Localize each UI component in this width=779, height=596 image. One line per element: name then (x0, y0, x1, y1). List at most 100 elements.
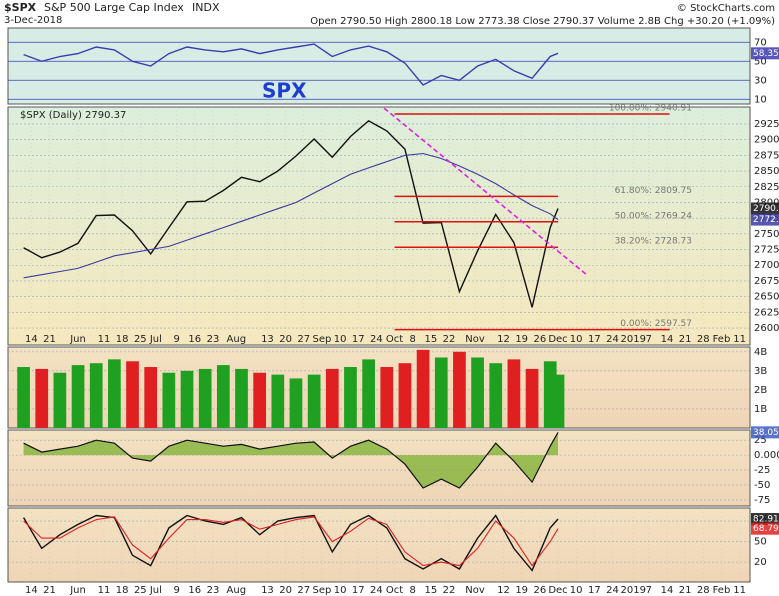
volume-bar (235, 368, 248, 428)
x-tick-label: Sep (312, 585, 331, 596)
quote: Open 2790.50 High 2800.18 Low 2773.38 Cl… (310, 16, 775, 27)
end-label: 82.91 (753, 515, 779, 525)
date: 3-Dec-2018 (4, 15, 62, 26)
volume-bar (489, 363, 503, 428)
volume-bar (35, 368, 49, 428)
volume-bar (362, 359, 375, 428)
exchange: INDX (192, 1, 220, 14)
panel-content: 2600262526502675270027252750277528002825… (8, 103, 779, 345)
volume-bar (434, 357, 448, 428)
x-tick-label: Jun (69, 334, 86, 345)
volume-bar (398, 363, 412, 428)
volume-bar (525, 368, 539, 428)
x-tick-label: Feb (713, 585, 731, 596)
x-tick-label: Oct (386, 334, 403, 345)
y-tick-label: 3B (754, 366, 767, 377)
y-tick-label: 50 (754, 537, 767, 548)
x-tick-label: Sep (312, 334, 331, 345)
y-tick-label: 2875 (754, 150, 779, 161)
end-label-box (751, 426, 779, 439)
x-tick-label: 13 (261, 334, 274, 345)
volume-bar (144, 367, 158, 428)
y-tick-label: 30 (754, 75, 767, 86)
x-tick-label: 11 (98, 334, 111, 345)
volume-bar (325, 368, 339, 428)
end-label-box (751, 213, 779, 226)
y-tick-label: 2650 (754, 292, 779, 303)
volume-bar (380, 367, 394, 428)
x-tick-label: 21 (43, 585, 56, 596)
y-tick-label: 2750 (754, 229, 779, 240)
x-tick-label: 26 (533, 585, 546, 596)
x-tick-label: 19 (515, 334, 528, 345)
x-tick-label: 21 (43, 334, 56, 345)
end-label: 38.05 (753, 428, 779, 438)
x-tick-label: 11 (98, 585, 111, 596)
x-tick-label: 25 (134, 585, 147, 596)
credit: © StockCharts.com (677, 3, 775, 14)
x-tick-label: 28 (697, 334, 710, 345)
x-tick-label: 14 (25, 334, 38, 345)
symbol: $SPX (4, 1, 37, 14)
x-tick-label: Aug (227, 334, 247, 345)
x-tick-label: 17 (588, 334, 601, 345)
y-tick-label: 2700 (754, 260, 779, 271)
trendline (383, 107, 588, 276)
x-tick-label: 14 (25, 585, 38, 596)
x-tick-label: 22 (443, 334, 456, 345)
x-tick-label: 17 (588, 585, 601, 596)
x-tick-label: 19 (515, 585, 528, 596)
x-tick-label: 24 (370, 585, 383, 596)
y-tick-label: 2B (754, 385, 767, 396)
x-tick-label: 23 (207, 334, 220, 345)
y-tick-label: 2850 (754, 166, 779, 177)
y-tick-label: 2625 (754, 307, 779, 318)
end-label-box (751, 202, 779, 215)
volume-bar (416, 349, 430, 428)
y-tick-label: 50 (754, 56, 767, 67)
x-tick-label: Nov (465, 585, 485, 596)
volume-bar (471, 357, 484, 428)
x-tick-label: 20 (279, 334, 292, 345)
x-tick-label: 10 (570, 585, 583, 596)
x-tick-label: Aug (227, 585, 247, 596)
panel (7, 429, 751, 507)
y-tick-label: 2825 (754, 182, 779, 193)
volume-bar (126, 361, 139, 428)
legend: $SPX (Daily) 2790.37 (20, 110, 126, 121)
y-tick-label: -25 (754, 465, 770, 476)
annotation: SPX (262, 79, 307, 103)
volume-bar (53, 372, 67, 428)
volume-bar (453, 351, 466, 428)
x-tick-label: 20 (279, 585, 292, 596)
x-tick-label: Jul (149, 585, 162, 596)
y-tick-label: -75 (754, 495, 770, 506)
x-tick-label: 8 (410, 585, 416, 596)
x-tick-label: 16 (188, 585, 201, 596)
volume-bar (162, 372, 176, 428)
end-label-box (751, 47, 779, 60)
y-tick-label: 0.000 (754, 450, 779, 461)
x-tick-label: 12 (497, 334, 510, 345)
volume-bar (108, 359, 121, 428)
x-tick-label: 2019 (621, 334, 646, 345)
fib-label: 100.00%: 2940.91 (609, 103, 692, 113)
volume-bar (551, 374, 565, 428)
series-line (23, 152, 559, 279)
x-tick-label: 10 (570, 334, 583, 345)
x-tick-label: 21 (679, 585, 692, 596)
x-tick-label: 9 (173, 334, 179, 345)
panel (7, 106, 751, 346)
x-tick-label: 26 (533, 334, 546, 345)
x-tick-label: 23 (207, 585, 220, 596)
x-tick-label: 12 (497, 585, 510, 596)
x-tick-label: 24 (606, 334, 619, 345)
fib-label: 0.00%: 2597.57 (620, 319, 692, 329)
panel-content: 1B 2B 3B 4B (8, 347, 767, 428)
x-tick-label: 11 (733, 334, 746, 345)
series-line (23, 43, 559, 86)
x-tick-label: Jul (149, 334, 162, 345)
volume-bar (253, 372, 267, 428)
end-label: 2790.37 (753, 204, 779, 214)
y-tick-label: 10 (754, 94, 767, 105)
